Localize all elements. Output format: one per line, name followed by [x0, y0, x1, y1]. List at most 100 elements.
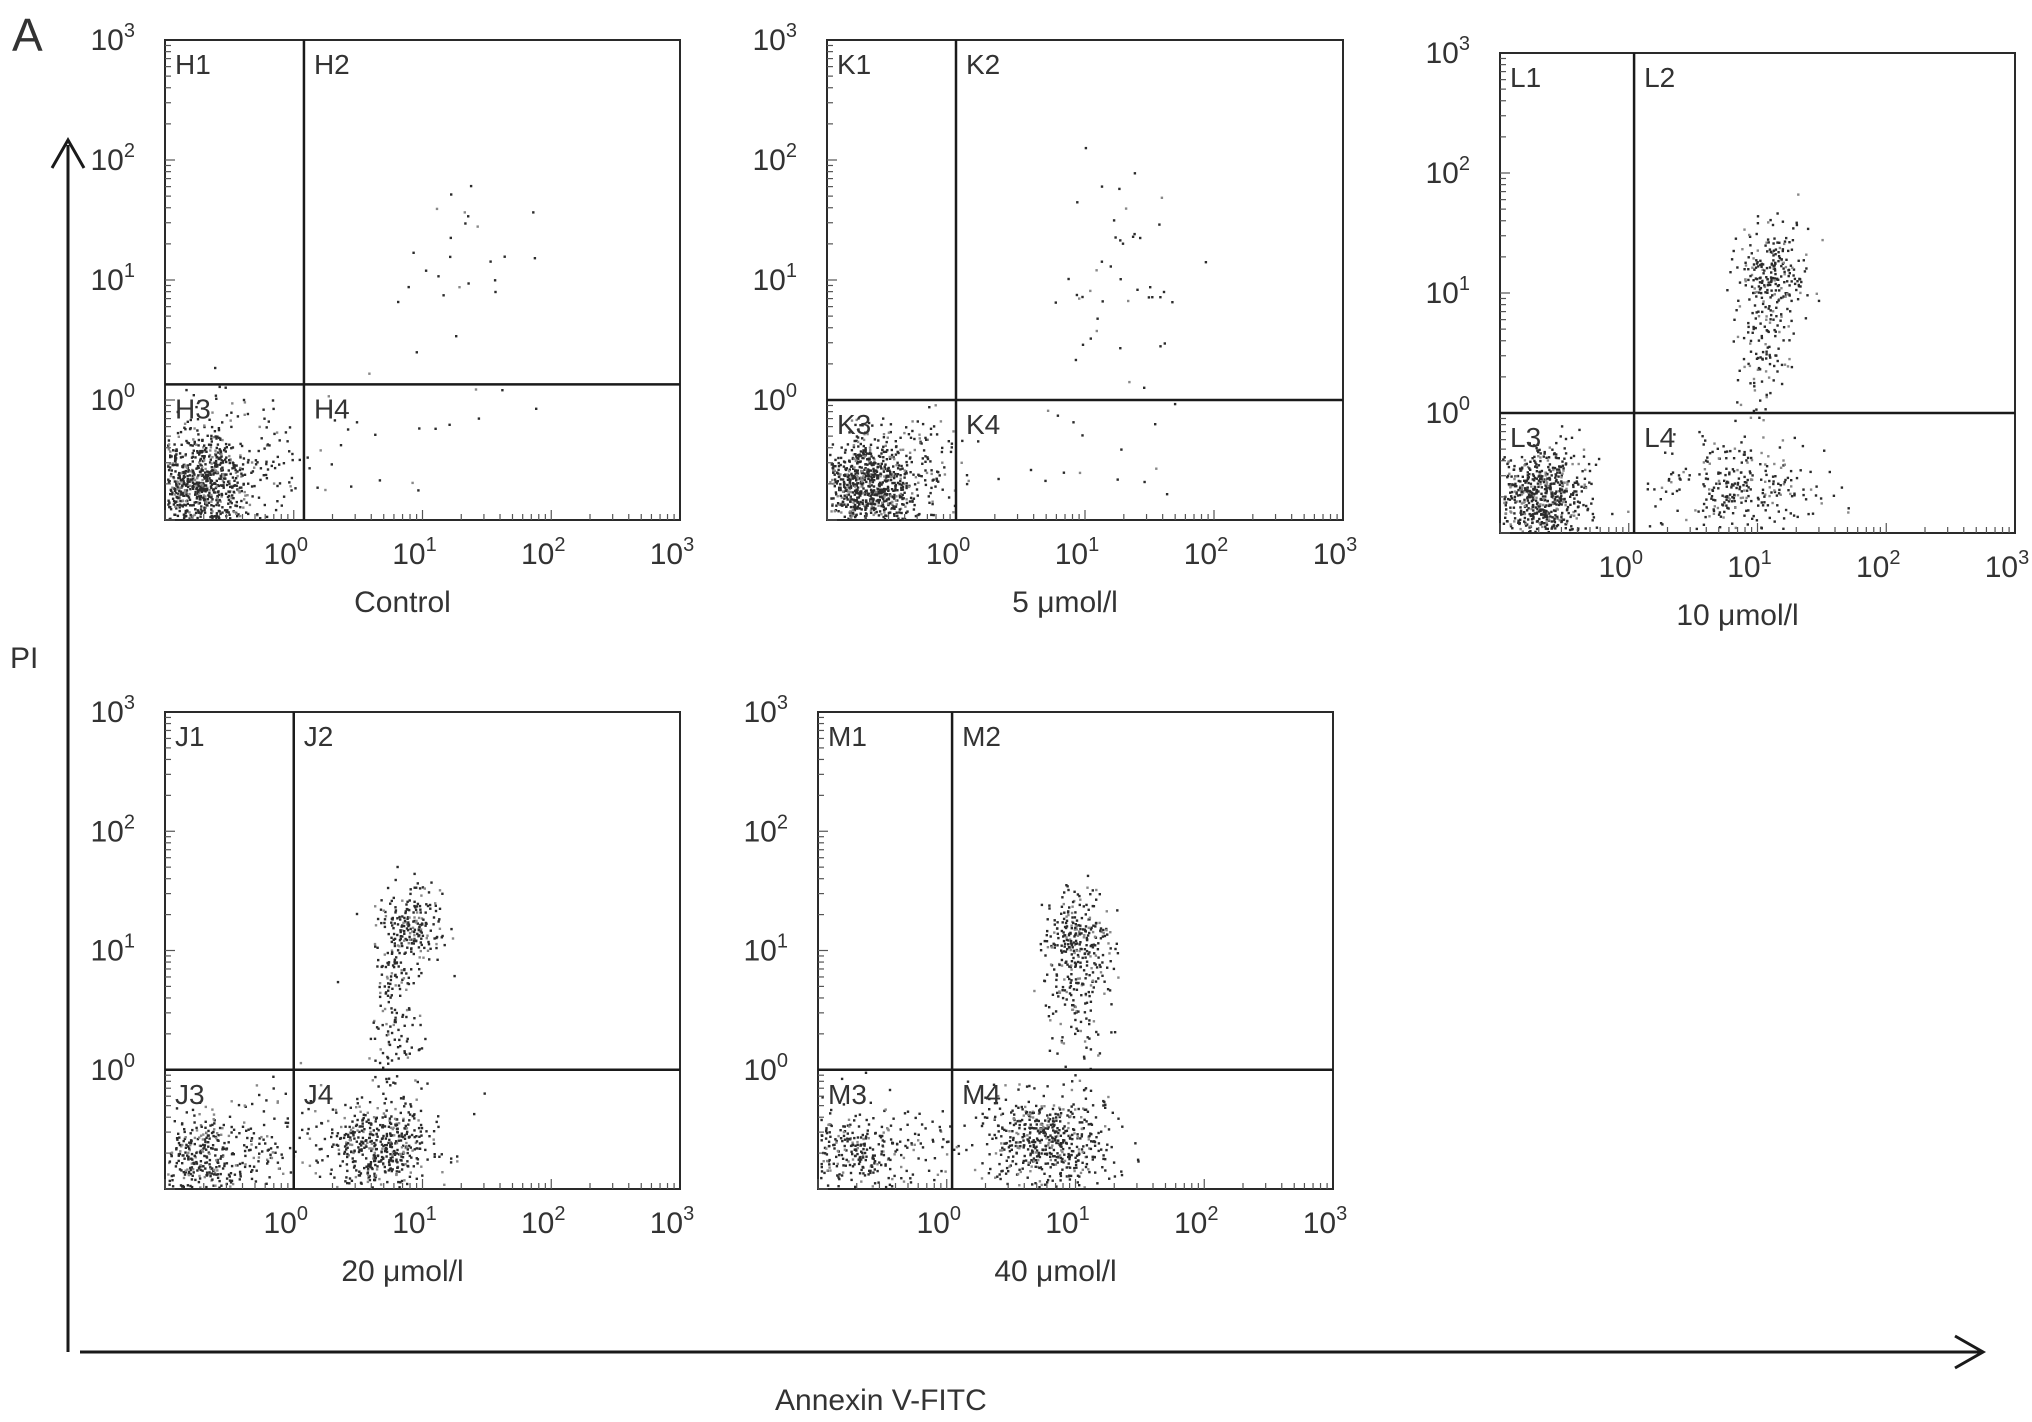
- data-point: [889, 511, 892, 514]
- data-point: [208, 477, 211, 480]
- data-point: [197, 490, 200, 493]
- data-point: [891, 503, 894, 507]
- data-point: [1519, 506, 1522, 509]
- data-point: [1513, 495, 1517, 499]
- data-point: [1823, 449, 1826, 452]
- data-point: [1502, 522, 1506, 525]
- data-point: [851, 1144, 854, 1147]
- data-point: [407, 285, 410, 289]
- x-tick-label: 100: [264, 534, 309, 571]
- data-point: [314, 1144, 318, 1147]
- data-point: [1539, 509, 1542, 513]
- data-point: [914, 514, 918, 518]
- data-point: [201, 1138, 205, 1141]
- data-point: [234, 477, 238, 480]
- data-point: [182, 517, 186, 520]
- data-point: [415, 351, 418, 354]
- data-point: [182, 513, 186, 516]
- data-point: [365, 1120, 368, 1123]
- data-point: [1519, 469, 1522, 472]
- data-point: [869, 443, 873, 446]
- data-point: [383, 1102, 386, 1105]
- data-point: [1733, 482, 1737, 485]
- data-point: [1765, 350, 1768, 353]
- data-point: [214, 1135, 217, 1139]
- data-point: [307, 1127, 310, 1131]
- data-point: [1530, 494, 1533, 497]
- data-point: [406, 917, 409, 920]
- data-point: [377, 958, 380, 962]
- data-point: [1773, 462, 1776, 466]
- data-point: [220, 495, 223, 498]
- data-point: [426, 1158, 429, 1161]
- data-point: [210, 496, 213, 499]
- data-point: [257, 449, 260, 453]
- data-point: [850, 1178, 853, 1182]
- data-point: [900, 483, 903, 486]
- data-point: [858, 453, 861, 456]
- data-point: [891, 1141, 895, 1145]
- data-point: [336, 1144, 340, 1147]
- data-point: [1704, 477, 1708, 480]
- data-point: [343, 1150, 347, 1154]
- data-point: [890, 488, 894, 491]
- data-point: [853, 493, 856, 496]
- data-point: [1702, 523, 1706, 526]
- data-point: [170, 455, 173, 458]
- data-point: [212, 472, 215, 475]
- data-point: [1537, 510, 1541, 513]
- data-point: [406, 1151, 409, 1155]
- data-point: [1747, 494, 1750, 498]
- data-point: [1765, 276, 1768, 279]
- data-point: [183, 482, 186, 485]
- data-point: [390, 940, 393, 944]
- data-point: [1782, 483, 1786, 486]
- data-point: [847, 517, 850, 520]
- data-point: [936, 1173, 940, 1176]
- data-point: [464, 222, 467, 225]
- data-point: [375, 1168, 379, 1171]
- data-point: [1543, 498, 1547, 501]
- data-point: [200, 498, 203, 501]
- data-point: [404, 1102, 407, 1105]
- data-point: [200, 490, 204, 494]
- data-point: [379, 991, 382, 995]
- data-point: [931, 502, 934, 506]
- data-point: [858, 465, 861, 469]
- data-point: [870, 493, 874, 496]
- data-point: [435, 935, 439, 939]
- data-point: [1755, 277, 1759, 281]
- data-point: [1770, 278, 1773, 281]
- data-point: [1529, 525, 1532, 528]
- data-point: [192, 438, 195, 441]
- data-point: [1019, 1170, 1022, 1174]
- data-point: [186, 1168, 189, 1171]
- data-point: [1760, 501, 1763, 504]
- data-point: [197, 495, 201, 498]
- data-point: [1513, 498, 1516, 501]
- data-point: [374, 924, 378, 927]
- data-point: [376, 1154, 380, 1157]
- data-point: [1094, 1116, 1098, 1119]
- data-point: [181, 1143, 184, 1147]
- data-point: [210, 1167, 214, 1170]
- data-point: [890, 1185, 894, 1188]
- data-point: [232, 497, 235, 500]
- data-point: [1712, 512, 1716, 515]
- data-point: [373, 1159, 377, 1162]
- y-tick-label: 101: [1426, 273, 1471, 310]
- data-point: [408, 916, 411, 919]
- data-point: [272, 407, 275, 411]
- data-point: [336, 1132, 340, 1135]
- data-point: [198, 1177, 202, 1180]
- data-point: [1757, 504, 1760, 507]
- data-point: [1788, 339, 1791, 342]
- data-point: [1557, 457, 1560, 460]
- data-point: [363, 1166, 366, 1170]
- data-point: [846, 475, 849, 478]
- data-point: [360, 1148, 363, 1151]
- data-point: [1551, 448, 1554, 451]
- data-point: [395, 1011, 398, 1015]
- data-point: [390, 1007, 393, 1010]
- data-point: [1533, 492, 1536, 496]
